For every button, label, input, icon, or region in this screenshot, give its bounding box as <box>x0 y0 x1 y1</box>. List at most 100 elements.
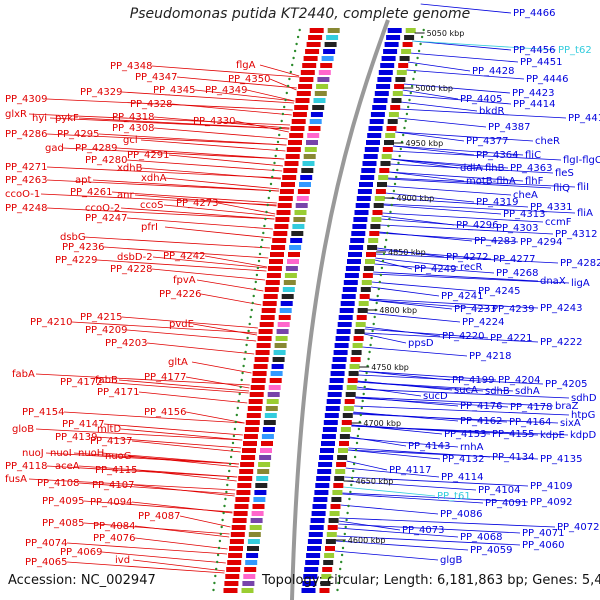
reverse-gene-label: rnhA <box>460 442 484 453</box>
gene-feature-mark <box>348 371 359 376</box>
reverse-gene-mark <box>332 357 347 362</box>
gene-feature-mark <box>244 567 257 572</box>
reverse-gene-mark <box>350 238 365 243</box>
forward-gene-mark <box>285 154 300 159</box>
forward-gene-mark <box>264 287 279 292</box>
forward-gene-mark <box>271 245 286 250</box>
leader-line <box>334 550 439 561</box>
gc-dot <box>243 357 246 361</box>
leader-line <box>101 551 226 564</box>
reverse-gene-mark <box>305 560 320 565</box>
forward-gene-mark <box>240 462 255 467</box>
forward-gene-mark <box>236 490 251 495</box>
gene-feature-mark <box>334 476 345 481</box>
gc-dot <box>237 399 240 403</box>
leader-line <box>403 83 511 94</box>
reverse-gene-mark <box>362 161 377 166</box>
forward-gene-mark <box>278 196 293 201</box>
gene-feature-mark <box>339 434 350 439</box>
leader-line <box>362 346 468 357</box>
forward-gene-mark <box>261 308 276 313</box>
reverse-gene-label: cheR <box>535 136 560 147</box>
leader-line <box>412 40 512 51</box>
leader-line <box>120 207 275 220</box>
gc-dot <box>363 385 366 389</box>
reverse-gene-mark <box>336 329 351 334</box>
forward-gene-label: pvdE <box>169 319 194 330</box>
gene-feature-mark <box>384 140 394 145</box>
gc-dot <box>256 266 260 270</box>
leader-line <box>336 540 469 551</box>
forward-gene-label: anr <box>117 190 134 201</box>
gene-feature-mark <box>369 231 380 236</box>
reverse-gene-mark <box>334 343 349 348</box>
reverse-gene-mark <box>330 371 345 376</box>
gc-dot <box>228 462 232 466</box>
gene-feature-mark <box>350 357 361 362</box>
gc-dot <box>245 343 248 347</box>
forward-gene-mark <box>260 315 275 320</box>
reverse-gene-label: PP_4456 <box>513 45 556 56</box>
reverse-gene-mark <box>377 77 392 82</box>
leader-line <box>402 89 459 100</box>
tick-label: 4950 kbp <box>406 139 444 148</box>
gc-dot <box>343 532 346 536</box>
leader-line <box>355 396 459 407</box>
leader-line <box>46 133 287 146</box>
tick-label: 4900 kbp <box>397 194 435 203</box>
gene-feature-mark <box>352 343 363 348</box>
reverse-gene-label: PP_4153 <box>444 429 487 440</box>
forward-gene-label: PP_4295 <box>57 129 100 140</box>
reverse-gene-label: PP_4303 <box>496 223 539 234</box>
reverse-gene-mark <box>370 112 385 117</box>
reverse-gene-label: PP_4204 <box>498 375 541 386</box>
gc-dot <box>246 336 249 340</box>
tick-label: 4750 kbp <box>371 363 409 372</box>
leader-line <box>395 131 465 142</box>
forward-gene-label: gcl <box>123 135 138 146</box>
leader-line <box>101 452 239 465</box>
forward-gene-mark <box>284 161 299 166</box>
gc-dot <box>410 84 414 88</box>
forward-gene-mark <box>242 448 256 453</box>
leader-line <box>28 113 291 126</box>
reverse-gene-label: PP_4282 <box>560 258 600 269</box>
reverse-gene-mark <box>364 147 379 152</box>
reverse-gene-mark <box>307 539 322 544</box>
gene-feature-mark <box>242 581 255 586</box>
forward-gene-mark <box>232 518 247 523</box>
gene-feature-mark <box>365 259 375 264</box>
forward-gene-label: nuoH <box>78 448 104 459</box>
reverse-gene-label: PP_4164 <box>509 417 552 428</box>
reverse-gene-mark <box>363 154 378 159</box>
gene-feature-mark <box>254 490 267 495</box>
leader-line <box>392 145 524 156</box>
gc-dot <box>340 560 343 564</box>
reverse-gene-label: PP_4331 <box>530 202 573 213</box>
gc-dot <box>272 168 275 172</box>
forward-gene-label: PP_4349 <box>205 85 248 96</box>
gc-dot <box>238 392 241 396</box>
forward-gene-label: PP_4228 <box>110 264 153 275</box>
gene-feature-mark <box>258 462 271 467</box>
leader-line <box>364 328 489 339</box>
reverse-gene-label: PP_4155 <box>492 429 535 440</box>
gc-dot <box>367 357 370 361</box>
forward-gene-label: PP_4347 <box>135 72 178 83</box>
forward-gene-mark <box>290 126 305 131</box>
leader-line <box>192 323 257 336</box>
gc-dot <box>218 539 222 543</box>
gene-feature-mark <box>279 308 292 313</box>
reverse-gene-label: PP_4060 <box>522 540 565 551</box>
forward-gene-mark <box>296 91 311 96</box>
gene-feature-mark <box>252 504 265 509</box>
gene-feature-mark <box>371 217 382 222</box>
gc-dot <box>265 210 268 214</box>
leader-line <box>78 482 235 495</box>
leader-line <box>185 376 250 389</box>
gene-feature-mark <box>339 441 349 446</box>
leader-line <box>388 171 465 182</box>
leader-line <box>369 299 453 310</box>
gene-feature-mark <box>253 497 266 502</box>
